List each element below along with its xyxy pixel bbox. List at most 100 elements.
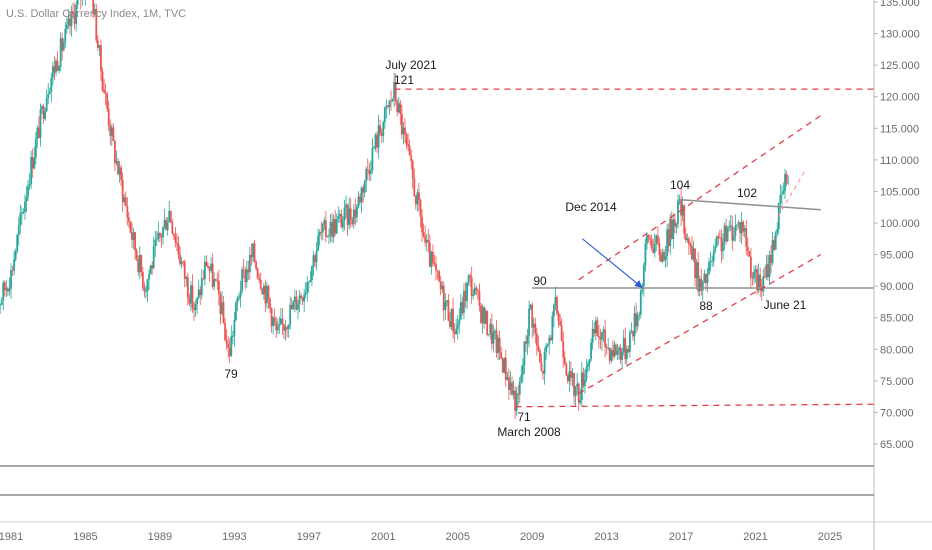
candle-body (725, 225, 727, 242)
candle-body (526, 336, 529, 344)
candle-body (383, 107, 386, 123)
candle-body (591, 329, 594, 343)
candle-body (686, 238, 689, 241)
candle-body (540, 362, 543, 371)
candle-body (785, 174, 788, 184)
candle-body (593, 329, 596, 334)
candle-body (28, 184, 31, 186)
candle-body (596, 320, 599, 336)
candle-body (726, 228, 729, 242)
candle-body (439, 281, 442, 290)
candle-body (107, 108, 110, 126)
candle-body (777, 203, 780, 230)
candle-body (560, 325, 563, 341)
candle-body (390, 100, 392, 102)
candle-body (284, 327, 287, 331)
candle-body (433, 262, 436, 265)
candle-body (242, 269, 245, 271)
candle-body (599, 337, 602, 340)
candle-body (464, 290, 467, 301)
candle-body (213, 279, 216, 287)
y-tick-label: 95.000 (880, 250, 914, 262)
candle-body (186, 277, 189, 298)
candle-body (442, 285, 445, 311)
candle-body (549, 337, 552, 341)
candle-body (782, 190, 785, 194)
candle-body (618, 347, 620, 351)
candle-body (47, 93, 50, 98)
candle-body (315, 250, 318, 263)
candle-body (11, 270, 14, 272)
candle-body (506, 377, 509, 380)
candle-body (205, 261, 208, 267)
candle-body (380, 133, 383, 136)
y-tick-label: 80.000 (880, 344, 914, 356)
candle-body (784, 174, 786, 191)
candle-body (759, 274, 762, 287)
candle-body (576, 383, 579, 387)
candle-body (152, 246, 155, 269)
candle-body (314, 255, 316, 263)
candle-body (535, 333, 538, 346)
candle-body (373, 147, 375, 149)
candle-body (556, 297, 558, 314)
lower-panes (0, 465, 932, 523)
candle-body (636, 315, 639, 327)
candle-body (639, 290, 642, 315)
reference-lines-layer (394, 88, 875, 408)
candle-body (159, 232, 161, 236)
candle-body (73, 13, 76, 24)
candle-body (568, 371, 571, 382)
candle-body (379, 125, 382, 134)
candle-body (247, 269, 250, 273)
candle-body (475, 287, 478, 291)
candle-body (269, 299, 271, 309)
y-tick-label: 105.000 (880, 186, 920, 198)
candle-body (749, 256, 752, 278)
candle-body (239, 290, 242, 298)
candle-body (131, 232, 133, 240)
candle-body (259, 279, 262, 289)
candle-body (188, 297, 191, 304)
candle-body (746, 246, 749, 252)
candle-body (196, 297, 199, 305)
candle-body (44, 111, 47, 119)
candle-body (762, 276, 765, 292)
candle-body (221, 302, 223, 314)
candle-body (753, 271, 755, 279)
candle-body (438, 271, 441, 282)
candle-body (351, 220, 354, 224)
candle-body (421, 216, 423, 233)
candle-body (185, 277, 188, 279)
candle-body (742, 221, 745, 232)
candle-body (579, 399, 582, 403)
candle-body (728, 226, 731, 229)
candle-body (779, 194, 782, 204)
candle-body (261, 288, 264, 295)
x-tick-label: 1985 (73, 531, 97, 543)
candle-body (546, 344, 549, 346)
candle-body (272, 317, 275, 327)
candle-body (734, 225, 737, 236)
candle-body (123, 197, 126, 202)
candle-body (224, 323, 226, 341)
candle-body (348, 208, 351, 226)
candle-body (202, 278, 205, 280)
candle-body (24, 201, 26, 212)
candle-body (349, 208, 352, 221)
candle-body (597, 335, 600, 338)
candle-body (587, 363, 589, 367)
candle-body (377, 125, 380, 148)
candle-body (176, 242, 178, 245)
candle-body (318, 232, 321, 236)
candle-body (352, 209, 355, 224)
candle-body (456, 324, 459, 329)
candle-body (374, 134, 377, 148)
candle-body (124, 197, 127, 206)
candle-body (286, 327, 289, 329)
candle-body (33, 157, 36, 169)
candle-body (458, 319, 461, 325)
candle-body (230, 336, 233, 357)
candle-body (508, 377, 510, 390)
candle-body (722, 242, 724, 252)
